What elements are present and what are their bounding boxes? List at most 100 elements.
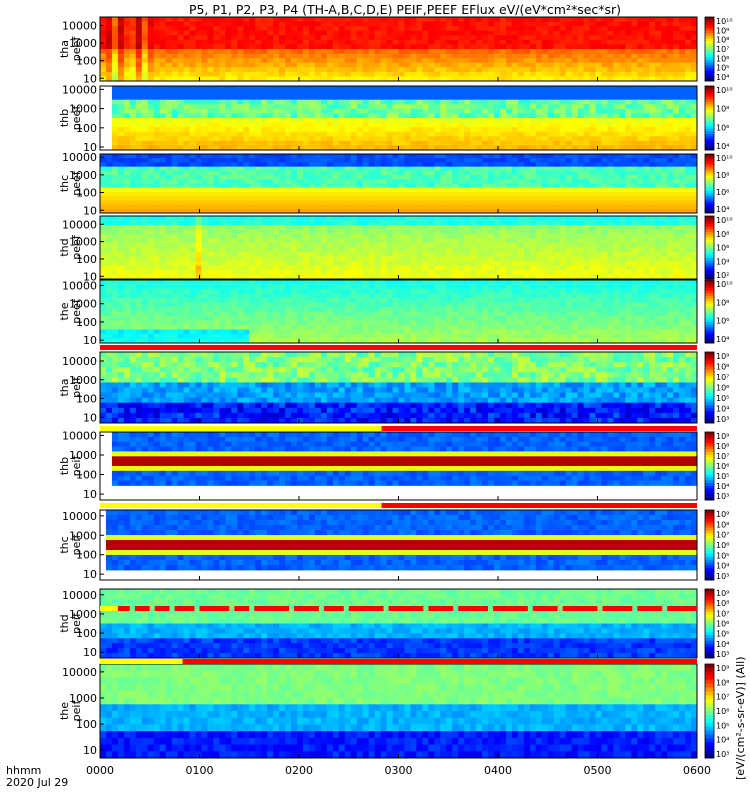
- spectrogram-cell: [147, 158, 155, 163]
- spectrogram-cell: [386, 95, 393, 101]
- spectrogram-cell: [667, 175, 674, 180]
- spectrogram-cell: [673, 62, 680, 68]
- colorbar-cell: [705, 30, 714, 34]
- spectrogram-cell: [374, 162, 381, 168]
- spectrogram-cell: [488, 136, 495, 142]
- spectrogram-cell: [529, 200, 537, 205]
- colorbar-cell: [705, 176, 714, 179]
- spectrogram-cell: [649, 175, 656, 180]
- spectrogram-cell: [219, 95, 226, 101]
- spectrogram-cell: [529, 53, 537, 59]
- spectrogram-cell: [123, 175, 131, 180]
- spectrogram-cell: [123, 261, 131, 266]
- spectrogram-cell: [667, 162, 674, 168]
- spectrogram-cell: [183, 140, 190, 146]
- spectrogram-cell: [613, 108, 620, 114]
- spectrogram-cell: [470, 30, 477, 36]
- spectrogram-cell: [123, 216, 131, 221]
- spectrogram-cell: [505, 26, 513, 32]
- spectrogram-cell: [350, 127, 358, 133]
- spectrogram-cell: [619, 183, 626, 189]
- spectrogram-cell: [273, 67, 280, 73]
- spectrogram-cell: [691, 140, 698, 146]
- spectrogram-cell: [326, 274, 334, 280]
- spectrogram-cell: [255, 44, 262, 50]
- spectrogram-cell: [320, 196, 328, 201]
- spectrogram-cell: [320, 243, 328, 248]
- spectrogram-cell: [159, 220, 167, 226]
- spectrogram-cell: [595, 35, 602, 41]
- spectrogram-cell: [285, 99, 292, 105]
- spectrogram-cell: [691, 158, 698, 163]
- spectrogram-cell: [147, 122, 155, 128]
- spectrogram-cell: [171, 256, 179, 262]
- spectrogram-cell: [350, 243, 358, 248]
- spectrogram-cell: [267, 62, 274, 68]
- spectrogram-cell: [368, 145, 376, 151]
- spectrogram-cell: [613, 170, 620, 176]
- spectrogram-cell: [685, 108, 692, 114]
- spectrogram-cell: [159, 118, 167, 123]
- spectrogram-cell: [428, 58, 435, 64]
- spectrogram-cell: [147, 162, 155, 168]
- spectrogram-cell: [255, 196, 262, 201]
- spectrogram-cell: [362, 108, 370, 114]
- spectrogram-cell: [559, 187, 567, 193]
- spectrogram-cell: [123, 118, 131, 123]
- spectrogram-cell: [338, 234, 346, 239]
- spectrogram-cell: [291, 252, 298, 257]
- spectrogram-cell: [189, 196, 196, 201]
- spectrogram-cell: [314, 220, 322, 226]
- spectrogram-cell: [111, 175, 119, 180]
- spectrogram-cell: [649, 183, 656, 189]
- spectrogram-cell: [231, 86, 238, 91]
- spectrogram-cell: [261, 216, 268, 221]
- spectrogram-cell: [267, 196, 274, 201]
- spectrogram-cell: [183, 90, 190, 96]
- spectrogram-cell: [201, 208, 208, 214]
- spectrogram-cell: [547, 67, 555, 73]
- spectrogram-cell: [410, 86, 417, 91]
- spectrogram-cell: [100, 187, 107, 193]
- spectrogram-cell: [123, 127, 131, 133]
- spectrogram-cell: [655, 136, 662, 142]
- spectrogram-cell: [440, 187, 447, 193]
- spectrogram-cell: [291, 204, 298, 210]
- spectrogram-cell: [117, 216, 125, 221]
- spectrogram-cell: [153, 220, 161, 226]
- spectrogram-cell: [511, 179, 519, 184]
- spectrogram-cell: [308, 166, 316, 172]
- spectrogram-cell: [404, 179, 411, 184]
- spectrogram-cell: [255, 261, 262, 266]
- spectrogram-cell: [207, 58, 214, 64]
- spectrogram-cell: [649, 187, 656, 193]
- y-tick-label: 10: [83, 204, 97, 217]
- spectrogram-cell: [488, 21, 495, 27]
- spectrogram-cell: [207, 252, 214, 257]
- spectrogram-cell: [398, 183, 405, 189]
- spectrogram-cell: [285, 166, 292, 172]
- spectrogram-cell: [147, 90, 155, 96]
- spectrogram-cell: [332, 166, 340, 172]
- spectrogram-cell: [135, 62, 143, 68]
- spectrogram-cell: [470, 166, 477, 172]
- spectrogram-cell: [505, 67, 513, 73]
- spectrogram-cell: [183, 99, 190, 105]
- spectrogram-cell: [362, 191, 370, 197]
- spectrogram-cell: [237, 158, 244, 163]
- spectrogram-cell: [368, 162, 376, 168]
- spectrogram-cell: [482, 183, 489, 189]
- spectrogram-cell: [308, 58, 316, 64]
- spectrogram-cell: [499, 179, 507, 184]
- spectrogram-cell: [123, 270, 131, 275]
- spectrogram-cell: [637, 17, 644, 22]
- spectrogram-cell: [231, 131, 238, 137]
- spectrogram-cell: [392, 122, 399, 128]
- spectrogram-cell: [685, 67, 692, 73]
- spectrogram-cell: [356, 39, 364, 45]
- spectrogram-cell: [320, 252, 328, 257]
- spectrogram-cell: [655, 113, 662, 119]
- spectrogram-cell: [237, 53, 244, 59]
- spectrogram-cell: [159, 35, 167, 41]
- spectrogram-cell: [261, 270, 268, 275]
